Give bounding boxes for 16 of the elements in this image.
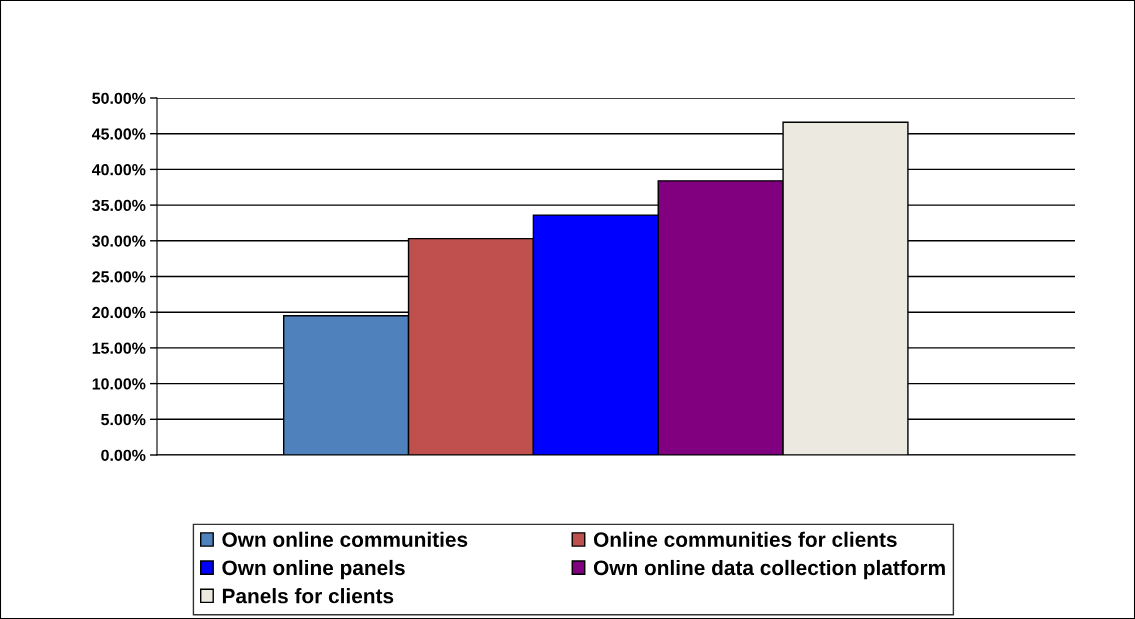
- y-tick-label: 20.00%: [92, 306, 146, 319]
- y-tick-label: 35.00%: [92, 199, 146, 212]
- y-tick-label: 25.00%: [92, 271, 146, 283]
- legend-label: Panels for clients: [222, 588, 394, 604]
- y-tick-label: 15.00%: [92, 342, 146, 354]
- y-tick-label: 30.00%: [92, 235, 146, 247]
- legend-label: Own online data collection platform: [593, 559, 945, 580]
- y-tick-label: 40.00%: [91, 164, 146, 176]
- y-tick-label: 10.00%: [92, 378, 146, 390]
- y-tick-label: 5.00%: [101, 413, 146, 426]
- legend-label: Online communities for clients: [593, 531, 897, 548]
- legend-label: Own online communities: [222, 531, 468, 548]
- legend-label: Own online panels: [222, 559, 405, 580]
- y-tick-label: 0.00%: [101, 449, 146, 461]
- y-tick-label: 45.00%: [91, 128, 146, 140]
- y-tick-label: 50.00%: [92, 92, 146, 104]
